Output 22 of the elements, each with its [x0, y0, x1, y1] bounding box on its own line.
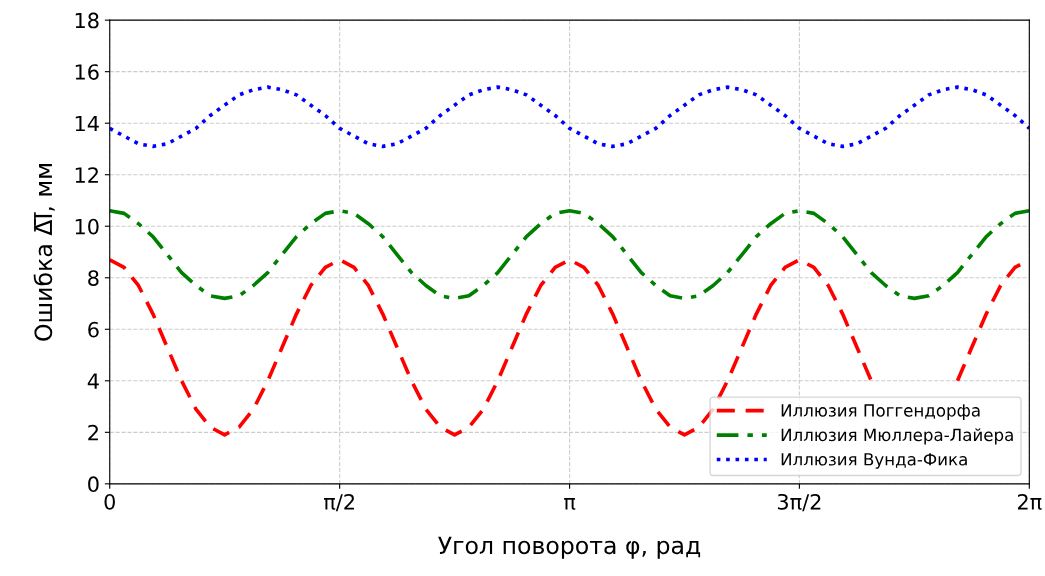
y-tick-label: 10 — [75, 218, 99, 235]
y-tick-label: 0 — [88, 476, 99, 493]
y-tick-label: 16 — [75, 64, 99, 80]
y-tick-label: 18 — [75, 12, 99, 29]
x-tick-label: 3π/2 — [777, 493, 821, 512]
line-series — [109, 208, 1030, 301]
y-tick-label: 4 — [87, 373, 99, 389]
y-tick-label: 6 — [88, 321, 99, 338]
legend-label: Иллюзия Вунда-Фика — [781, 453, 967, 469]
y-tick-label: 8 — [88, 270, 99, 286]
x-tick-label: π — [564, 498, 576, 510]
y-axis-title: Ошибка Δ̅I̅, мм — [33, 164, 55, 341]
y-tick-label: 2 — [88, 424, 98, 441]
x-axis-title: Угол поворота φ, рад — [438, 536, 701, 559]
line-series — [109, 85, 1030, 149]
y-tick-label: 14 — [75, 115, 99, 132]
legend-label: Иллюзия Поггендорфа — [781, 404, 980, 420]
legend-label: Иллюзия Мюллера-Лайера — [781, 428, 1013, 445]
x-tick-label: 2π — [1017, 493, 1042, 510]
x-tick-label: π/2 — [324, 493, 354, 512]
x-tick-label: 0 — [104, 493, 115, 510]
y-tick-label: 12 — [75, 167, 98, 183]
